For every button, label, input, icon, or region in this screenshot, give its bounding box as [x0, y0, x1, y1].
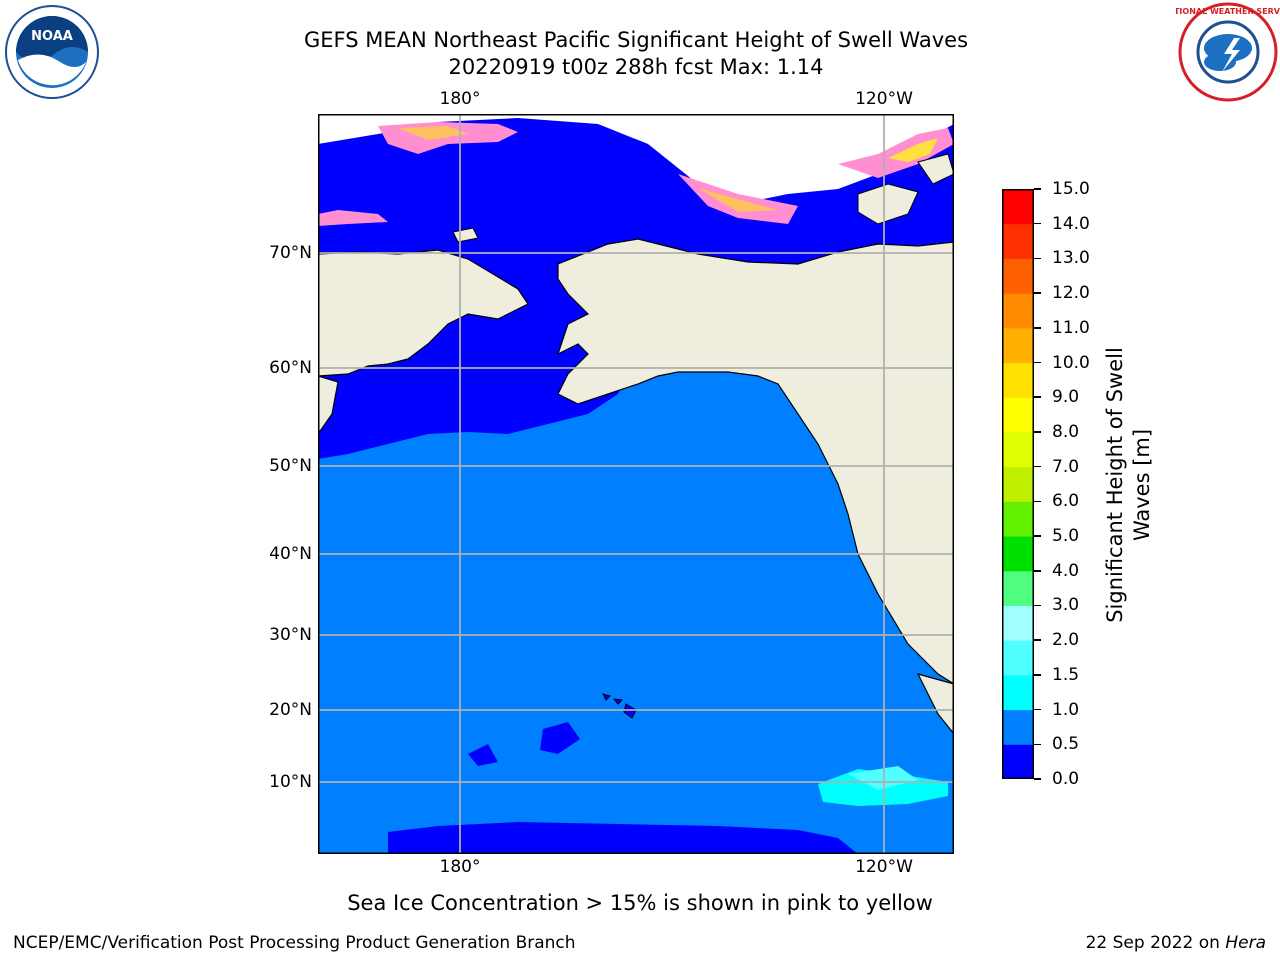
colorbar-tick-mark [1034, 292, 1041, 294]
lat-label-10n: 10°N [269, 772, 312, 792]
colorbar-tick-mark [1034, 361, 1041, 364]
footer-credit: NCEP/EMC/Verification Post Processing Pr… [13, 933, 576, 953]
lat-label-50n: 50°N [269, 456, 312, 476]
colorbar-tick-mark [1034, 604, 1041, 607]
colorbar-tick-label: 12.0 [1052, 283, 1090, 304]
chart-subtitle: 20220919 t00z 288h fcst Max: 1.14 [448, 55, 824, 79]
colorbar-tick-mark [1034, 743, 1041, 746]
colorbar-label: Significant Height of Swell Waves [m] [1102, 347, 1156, 623]
lat-label-30n: 30°N [269, 625, 312, 645]
colorbar-tick-label: 11.0 [1052, 317, 1090, 338]
map-panel [318, 114, 954, 854]
lon-label-top-180: 180° [439, 89, 481, 109]
colorbar-tick-label: 0.0 [1052, 769, 1080, 789]
colorbar-tick-mark [1034, 535, 1041, 537]
colorbar-tick-mark [1034, 431, 1041, 433]
colorbar-bin [1002, 189, 1034, 225]
colorbar-tick-label: 1.5 [1052, 664, 1080, 685]
colorbar-bin [1002, 501, 1034, 537]
noaa-logo: NOAA [5, 5, 99, 99]
colorbar-bin [1002, 709, 1034, 745]
colorbar-tick-label: 3.0 [1052, 595, 1080, 616]
colorbar-tick-label: 2.0 [1052, 630, 1080, 651]
colorbar [1002, 189, 1034, 779]
colorbar-bin [1002, 466, 1034, 502]
colorbar-bin [1002, 362, 1034, 398]
colorbar-tick-mark [1034, 465, 1041, 468]
footer-machine: Hera [1225, 933, 1266, 953]
colorbar-tick-label: 13.0 [1052, 248, 1090, 269]
colorbar-tick-label: 14.0 [1052, 213, 1090, 234]
colorbar-tick-mark [1034, 778, 1041, 780]
colorbar-tick-mark [1034, 500, 1041, 503]
colorbar-bin [1002, 223, 1034, 259]
colorbar-tick-label: 8.0 [1052, 421, 1080, 442]
colorbar-tick-label: 1.0 [1052, 699, 1080, 720]
lon-label-bottom-120w: 120°W [855, 857, 913, 877]
colorbar-tick-label: 15.0 [1052, 179, 1090, 199]
lon-label-bottom-180: 180° [439, 857, 481, 877]
footer-date: 22 Sep 2022 on Hera [1086, 933, 1266, 953]
colorbar-tick-mark [1034, 570, 1041, 572]
colorbar-tick-mark [1034, 257, 1041, 260]
colorbar-tick-mark [1034, 327, 1041, 329]
colorbar-bin [1002, 536, 1034, 572]
colorbar-bin [1002, 605, 1034, 641]
colorbar-bin [1002, 293, 1034, 329]
colorbar-label-line2: Waves [m] [1130, 428, 1154, 542]
lat-label-70n: 70°N [269, 243, 312, 263]
colorbar-bin [1002, 744, 1034, 779]
nws-logo: NATIONAL WEATHER SERVICE [1176, 2, 1280, 102]
colorbar-tick-label: 9.0 [1052, 387, 1080, 408]
colorbar-bin [1002, 327, 1034, 364]
colorbar-bin [1002, 674, 1034, 711]
colorbar-tick-label: 5.0 [1052, 526, 1080, 547]
colorbar-tick-mark [1034, 708, 1041, 711]
colorbar-tick-label: 7.0 [1052, 456, 1080, 477]
colorbar-bin [1002, 640, 1034, 676]
noaa-logo-text: NOAA [31, 29, 73, 44]
colorbar-bin [1002, 258, 1034, 294]
colorbar-tick-label: 0.5 [1052, 734, 1080, 755]
colorbar-tick-mark [1034, 639, 1041, 641]
lon-label-top-120w: 120°W [855, 89, 913, 109]
colorbar-border [1002, 189, 1034, 779]
lat-label-40n: 40°N [269, 544, 312, 564]
lat-label-20n: 20°N [269, 700, 312, 720]
lat-label-60n: 60°N [269, 358, 312, 378]
colorbar-tick-label: 6.0 [1052, 491, 1080, 512]
colorbar-tick-label: 10.0 [1052, 352, 1090, 373]
colorbar-tick-mark [1034, 222, 1041, 225]
colorbar-tick-mark [1034, 188, 1041, 190]
nws-logo-text: NATIONAL WEATHER SERVICE [1176, 7, 1280, 16]
colorbar-tick-mark [1034, 674, 1041, 676]
chart-title: GEFS MEAN Northeast Pacific Significant … [303, 28, 969, 52]
colorbar-tick-label: 4.0 [1052, 560, 1080, 581]
colorbar-bin [1002, 397, 1034, 433]
colorbar-label-line1: Significant Height of Swell [1103, 347, 1127, 623]
footer-date-text: 22 Sep 2022 on [1085, 933, 1226, 953]
colorbar-tick-mark [1034, 396, 1041, 398]
sea-ice-note: Sea Ice Concentration > 15% is shown in … [347, 891, 933, 915]
colorbar-bin [1002, 570, 1034, 606]
colorbar-bin [1002, 431, 1034, 468]
